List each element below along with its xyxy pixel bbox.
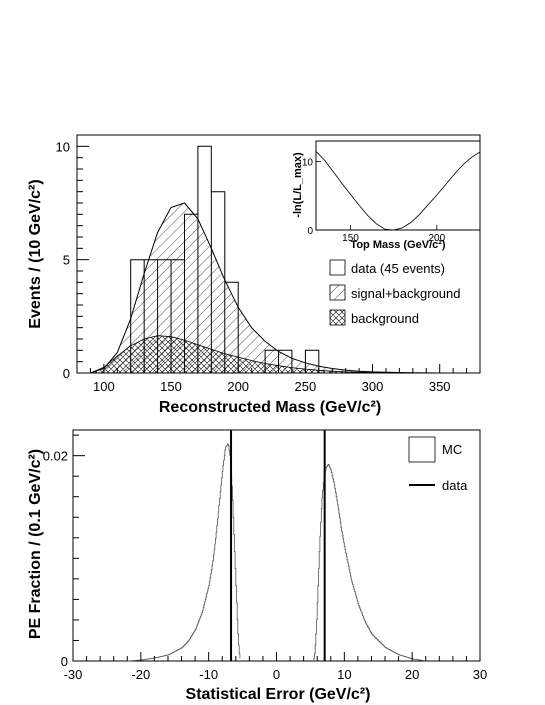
legend-label-background: background bbox=[351, 311, 419, 326]
top-x-tick-label: 200 bbox=[227, 379, 249, 394]
bottom-y-axis-title: PE Fraction / (0.1 GeV/c²) bbox=[27, 449, 44, 639]
top-x-axis: 100 150 200 250 300 350 bbox=[76, 364, 481, 394]
bottom-x-tick-label: 20 bbox=[405, 667, 419, 682]
inset-x-tick-label: 150 bbox=[342, 233, 359, 244]
legend-label-signal-background: signal+background bbox=[351, 286, 461, 301]
top-x-tick-label: 150 bbox=[160, 379, 182, 394]
bottom-x-tick-label: 10 bbox=[337, 667, 351, 682]
inset-y-axis-title: -ln(L/L_max) bbox=[292, 152, 304, 218]
top-x-tick-label: 300 bbox=[362, 379, 384, 394]
top-y-tick-label: 0 bbox=[63, 366, 70, 381]
top-y-axis-title: Events / (10 GeV/c²) bbox=[27, 179, 44, 328]
legend-swatch-background bbox=[329, 309, 346, 326]
top-x-tick-label: 100 bbox=[93, 379, 115, 394]
bottom-x-tick-label: -20 bbox=[131, 667, 150, 682]
inset-y-tick-label: 0 bbox=[307, 226, 313, 237]
mc-histogram bbox=[127, 443, 427, 662]
inset-x-tick-label: 200 bbox=[428, 233, 445, 244]
top-legend: data (45 events) signal+background backg… bbox=[329, 259, 461, 326]
bottom-y-tick-label: 0 bbox=[61, 654, 68, 669]
data-lines bbox=[230, 430, 326, 661]
inset-x-axis: 150 200 bbox=[342, 225, 446, 244]
signal-background-area bbox=[90, 202, 440, 374]
bottom-x-tick-label: -30 bbox=[64, 667, 83, 682]
bottom-x-axis-title: Statistical Error (GeV/c²) bbox=[186, 686, 371, 703]
legend-swatch-signal-background bbox=[329, 284, 346, 301]
inset-frame bbox=[315, 140, 481, 231]
legend-label-data-line: data bbox=[442, 478, 468, 493]
legend-label-mc: MC bbox=[442, 442, 462, 457]
inset-x-axis-title: Top Mass (GeV/c²) bbox=[350, 239, 445, 251]
bottom-y-tick-label: 0.02 bbox=[43, 449, 68, 464]
bottom-y-axis: 00.02 bbox=[43, 434, 85, 669]
legend-swatch-mc bbox=[408, 436, 436, 463]
inset-y-axis: 0 10 bbox=[302, 158, 321, 237]
legend-label-data: data (45 events) bbox=[351, 261, 445, 276]
bottom-panel: -30 -20 -10 0 10 20 30 00.02 Statistical Error… bbox=[27, 429, 487, 703]
top-x-axis-title: Reconstructed Mass (GeV/c²) bbox=[159, 399, 381, 416]
top-y-axis: 0 5 10 bbox=[56, 134, 89, 381]
bottom-legend: MC data bbox=[408, 436, 468, 493]
legend-swatch-data bbox=[329, 259, 346, 276]
bottom-plot-frame bbox=[72, 429, 481, 662]
inset-y-tick-label: 10 bbox=[302, 158, 314, 169]
bottom-x-tick-label: 30 bbox=[473, 667, 487, 682]
top-y-tick-label: 10 bbox=[56, 139, 70, 154]
top-x-tick-label: 250 bbox=[295, 379, 317, 394]
mc-histogram-peak bbox=[127, 443, 241, 662]
likelihood-curve bbox=[315, 151, 481, 231]
top-x-tick-label: 350 bbox=[429, 379, 451, 394]
bottom-x-axis: -30 -20 -10 0 10 20 30 bbox=[64, 652, 487, 682]
mc-histogram-peak bbox=[313, 464, 427, 662]
inset-plot: 150 200 0 10 Top Mass (GeV/c²) -ln(L/L_max… bbox=[292, 140, 481, 251]
top-y-tick-label: 5 bbox=[63, 253, 70, 268]
bottom-x-tick-label: -10 bbox=[199, 667, 218, 682]
bottom-x-tick-label: 0 bbox=[273, 667, 280, 682]
